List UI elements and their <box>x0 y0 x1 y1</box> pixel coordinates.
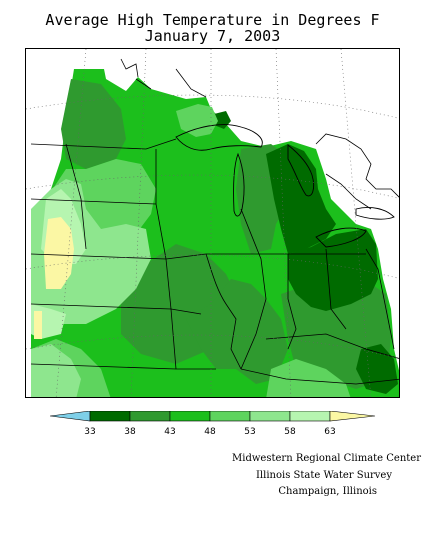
zone-33-38-southeast <box>356 344 398 394</box>
map-date: January 7, 2003 <box>144 27 281 45</box>
legend-swatch-below-33 <box>50 411 91 422</box>
no-data-area <box>316 49 399 234</box>
legend-swatch-53-58 <box>249 411 291 422</box>
legend-tick-38: 38 <box>124 427 136 437</box>
map-title: Average High Temperature in Degrees F <box>45 11 380 29</box>
zone-above-63-south <box>34 311 42 339</box>
temperature-map <box>25 48 400 398</box>
credit-center: Midwestern Regional Climate Center <box>232 453 421 464</box>
legend-tick-58: 58 <box>284 427 296 437</box>
legend-swatch-58-63 <box>289 411 331 422</box>
canada-outline <box>120 58 399 210</box>
legend-tick-43: 43 <box>164 427 175 437</box>
legend-tick-53: 53 <box>244 427 255 437</box>
legend-tick-63: 63 <box>324 427 335 437</box>
legend-swatch-38-43 <box>129 411 171 422</box>
graticule <box>26 49 399 397</box>
temperature-map-graphic <box>26 49 399 397</box>
legend-swatch-33-38 <box>89 411 131 422</box>
zone-38-43-central <box>186 279 288 384</box>
legend-swatch-above-63 <box>329 411 376 422</box>
zone-48-53-south <box>266 359 351 397</box>
zone-above-63 <box>44 217 74 289</box>
color-legend: 33 38 43 48 53 58 63 <box>50 411 376 437</box>
credit-location: Champaign, Illinois <box>278 486 377 497</box>
zone-53-58-southwest <box>31 344 81 397</box>
zone-33-38-ohio-valley <box>288 229 378 311</box>
legend-tick-48: 48 <box>204 427 216 437</box>
zone-33-38-michigan <box>266 144 336 254</box>
zone-48-53-north <box>176 104 218 137</box>
legend-swatch-43-48 <box>169 411 211 422</box>
zone-38-43-west <box>61 79 126 169</box>
legend-tick-33: 33 <box>84 427 95 437</box>
legend-swatch-48-53 <box>209 411 251 422</box>
state-boundaries <box>30 68 399 385</box>
credit-survey: Illinois State Water Survey <box>255 470 392 481</box>
great-lakes <box>175 124 395 248</box>
